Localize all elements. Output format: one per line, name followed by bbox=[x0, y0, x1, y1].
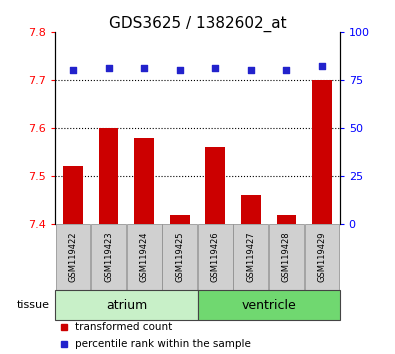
Point bbox=[177, 68, 183, 73]
Bar bbox=[170, 215, 190, 224]
Text: atrium: atrium bbox=[106, 299, 147, 312]
Point bbox=[105, 65, 112, 71]
Bar bbox=[134, 138, 154, 224]
Text: GSM119423: GSM119423 bbox=[104, 232, 113, 282]
Text: GSM119428: GSM119428 bbox=[282, 232, 291, 282]
Point bbox=[248, 68, 254, 73]
Bar bbox=[55, 290, 198, 320]
Bar bbox=[198, 224, 233, 290]
Point bbox=[283, 68, 290, 73]
Point bbox=[70, 68, 76, 73]
Text: GSM119425: GSM119425 bbox=[175, 232, 184, 282]
Bar bbox=[276, 215, 296, 224]
Bar bbox=[269, 224, 304, 290]
Point bbox=[319, 64, 325, 69]
Bar bbox=[99, 128, 118, 224]
Bar bbox=[241, 195, 261, 224]
Text: ventricle: ventricle bbox=[241, 299, 296, 312]
Bar bbox=[91, 224, 126, 290]
Text: GSM119427: GSM119427 bbox=[246, 232, 255, 282]
Bar bbox=[56, 224, 90, 290]
Text: transformed count: transformed count bbox=[75, 322, 173, 332]
Bar bbox=[205, 147, 225, 224]
Bar bbox=[233, 224, 268, 290]
Bar bbox=[162, 224, 197, 290]
Bar bbox=[198, 290, 340, 320]
Text: tissue: tissue bbox=[17, 300, 50, 310]
Text: percentile rank within the sample: percentile rank within the sample bbox=[75, 339, 251, 349]
Bar bbox=[127, 224, 162, 290]
Point bbox=[212, 65, 218, 71]
Bar bbox=[305, 224, 339, 290]
Point bbox=[141, 65, 147, 71]
Text: GSM119424: GSM119424 bbox=[140, 232, 149, 282]
Text: GSM119426: GSM119426 bbox=[211, 232, 220, 282]
Title: GDS3625 / 1382602_at: GDS3625 / 1382602_at bbox=[109, 16, 286, 32]
Bar bbox=[312, 80, 332, 224]
Text: GSM119429: GSM119429 bbox=[318, 232, 326, 282]
Bar bbox=[63, 166, 83, 224]
Text: GSM119422: GSM119422 bbox=[69, 232, 77, 282]
